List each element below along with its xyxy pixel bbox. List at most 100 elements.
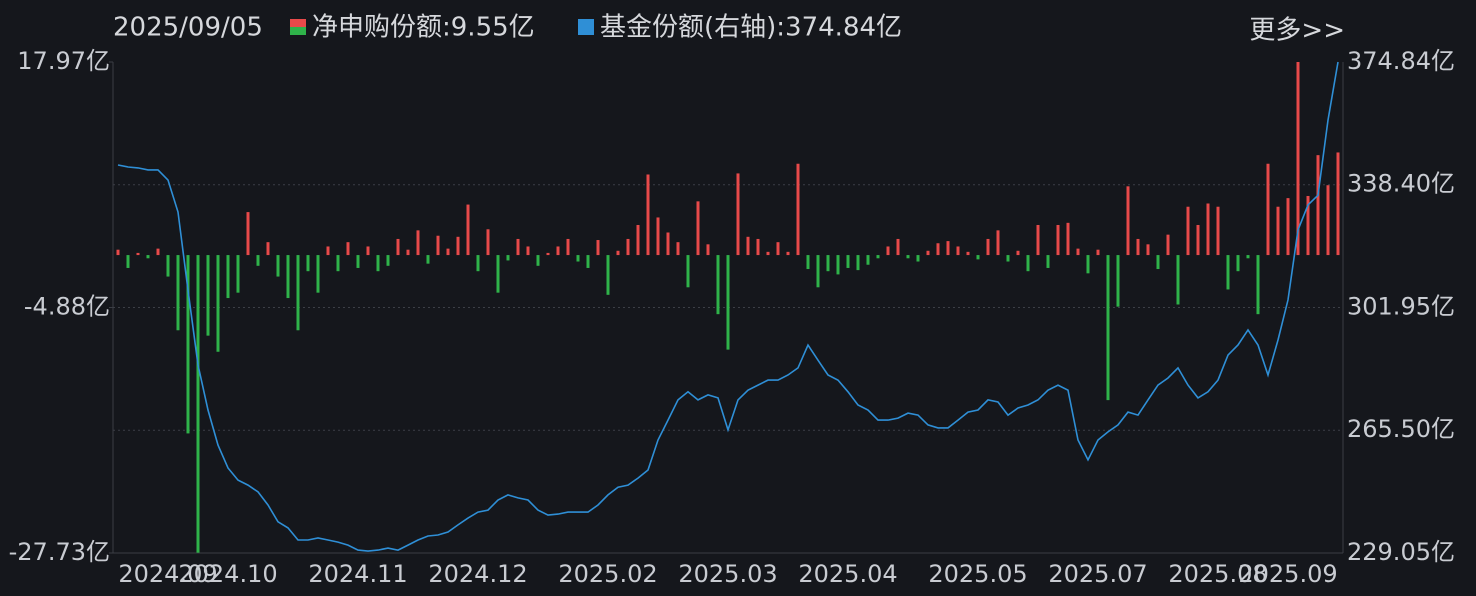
bar: [1326, 185, 1330, 256]
bar: [746, 236, 750, 256]
bar: [1046, 255, 1050, 268]
bar: [886, 246, 890, 256]
bar: [846, 255, 850, 268]
bar: [346, 242, 350, 256]
bar: [1336, 152, 1340, 256]
bar: [786, 251, 790, 256]
bar: [1136, 238, 1140, 256]
x-tick-label: 2025.05: [928, 560, 1027, 588]
bar: [736, 173, 740, 256]
bar: [1056, 224, 1060, 256]
bar: [536, 255, 540, 266]
legend-swatch: [290, 19, 306, 27]
x-tick-label: 2025.09: [1238, 560, 1337, 588]
bar: [1036, 224, 1040, 256]
bar: [376, 255, 380, 272]
y-tick-label: -4.88亿: [24, 293, 110, 321]
bar: [1156, 255, 1160, 270]
bar: [516, 238, 520, 256]
bar: [316, 255, 320, 293]
bar: [866, 255, 870, 265]
bar: [256, 255, 260, 266]
x-tick-label: 2024.09: [118, 560, 217, 588]
bar: [1256, 255, 1260, 315]
bar: [1076, 248, 1080, 256]
bar: [666, 232, 670, 256]
bar: [966, 251, 970, 256]
bar: [596, 240, 600, 256]
bar: [576, 255, 580, 262]
bar: [726, 255, 730, 350]
bar: [1236, 255, 1240, 272]
bar: [496, 255, 500, 293]
y2-tick-label: 229.05亿: [1347, 538, 1455, 566]
bar: [696, 201, 700, 256]
bar: [716, 255, 720, 315]
bar: [1296, 62, 1300, 256]
legend-label: 基金份额(右轴):374.84亿: [600, 13, 902, 43]
bar: [1286, 198, 1290, 256]
bar: [306, 255, 310, 272]
bar: [356, 255, 360, 268]
bar: [546, 252, 550, 256]
bar: [896, 238, 900, 256]
bar: [326, 246, 330, 256]
bar: [606, 255, 610, 295]
bar: [1196, 224, 1200, 256]
bar: [426, 255, 430, 264]
bar: [1116, 255, 1120, 307]
bar: [1216, 206, 1220, 256]
bar: [206, 255, 210, 336]
bar: [836, 255, 840, 275]
bar: [246, 212, 250, 256]
bar: [1096, 249, 1100, 256]
legend-label: 净申购份额:9.55亿: [312, 13, 535, 43]
bar: [266, 242, 270, 256]
bar: [336, 255, 340, 272]
bar: [626, 238, 630, 256]
bar: [986, 238, 990, 256]
y2-tick-label: 301.95亿: [1347, 292, 1455, 320]
bar: [676, 242, 680, 256]
x-tick-label: 2025.02: [558, 560, 657, 588]
bar: [216, 255, 220, 352]
bar: [116, 249, 120, 256]
bar: [806, 255, 810, 270]
bar: [906, 255, 910, 259]
bar: [416, 230, 420, 256]
bar: [276, 255, 280, 277]
bar: [956, 246, 960, 256]
bar: [1246, 255, 1250, 259]
bar: [706, 244, 710, 256]
x-tick-label: 2024.10: [178, 560, 277, 588]
bar: [856, 255, 860, 271]
bar: [186, 255, 190, 434]
bar: [146, 255, 150, 259]
bar: [1166, 234, 1170, 256]
bar: [796, 163, 800, 256]
bar: [366, 246, 370, 256]
bar: [1206, 203, 1210, 256]
y2-tick-label: 265.50亿: [1347, 415, 1455, 443]
bar: [196, 255, 200, 553]
bar: [566, 238, 570, 256]
bar: [556, 246, 560, 256]
bar: [1006, 255, 1010, 262]
x-tick-label: 2024.11: [308, 560, 407, 588]
bar: [226, 255, 230, 299]
bar: [1016, 250, 1020, 256]
bar: [946, 241, 950, 256]
bar: [166, 255, 170, 277]
bar: [156, 248, 160, 256]
bar: [1176, 255, 1180, 305]
y2-tick-label: 338.40亿: [1347, 170, 1455, 198]
legend-swatch: [290, 27, 306, 35]
bar: [646, 174, 650, 256]
bar: [286, 255, 290, 299]
date-label: 2025/09/05: [113, 13, 263, 43]
more-link[interactable]: 更多>>: [1249, 16, 1345, 46]
x-tick-label: 2025.07: [1048, 560, 1147, 588]
bar: [1146, 244, 1150, 256]
bar: [456, 236, 460, 256]
